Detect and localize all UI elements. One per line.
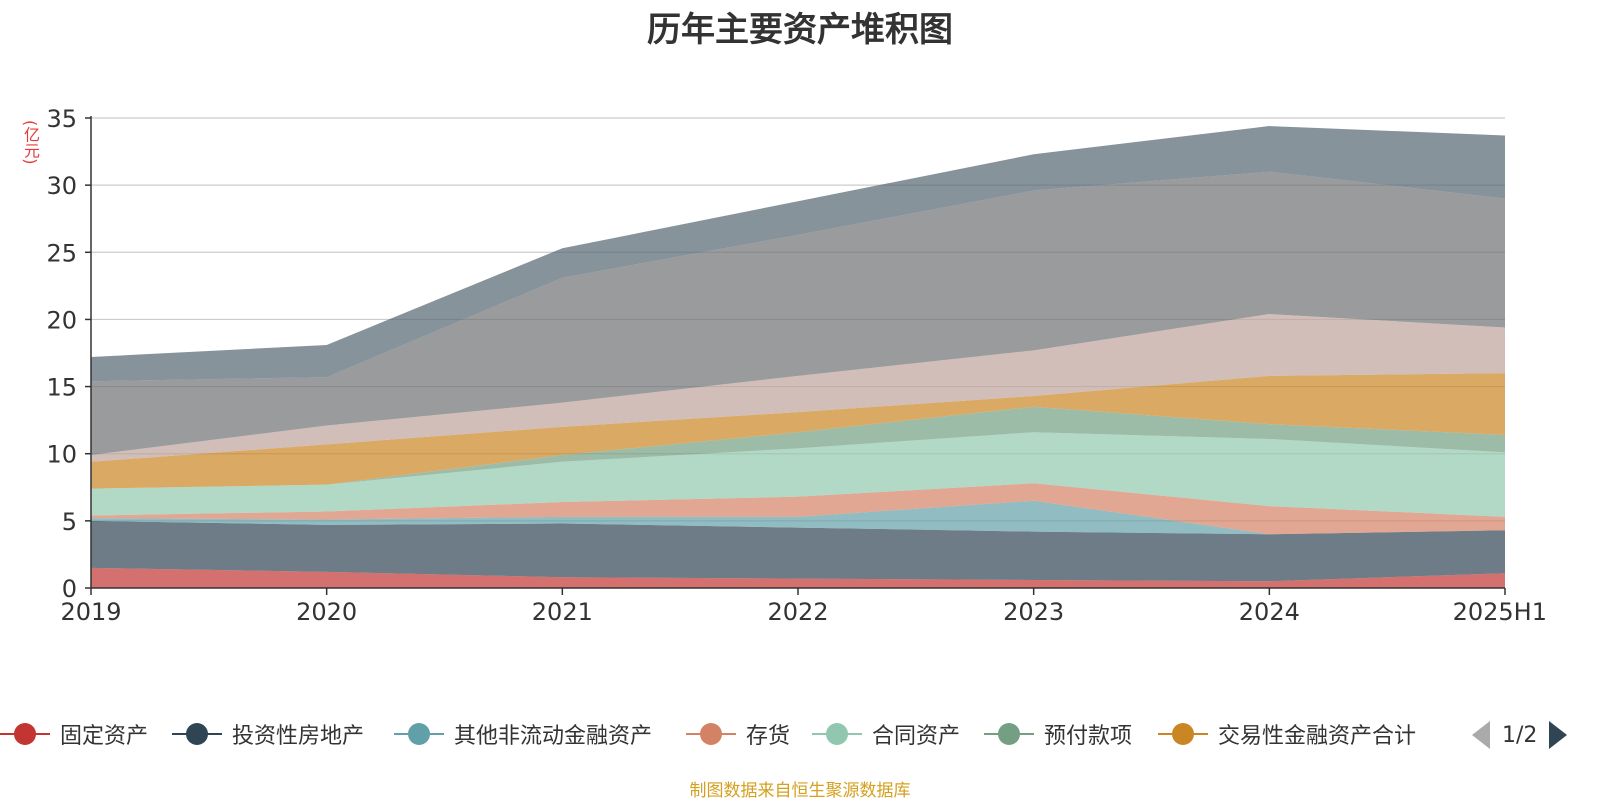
legend-pager: 1/2	[1472, 720, 1568, 750]
area-series-3	[91, 483, 1505, 535]
x-tick-label: 2019	[60, 598, 121, 626]
area-series-9	[91, 126, 1505, 382]
area-series-1	[91, 520, 1505, 582]
legend-label: 合同资产	[872, 724, 961, 749]
area-series-0	[91, 567, 1505, 588]
legend-item[interactable]: 其他非流动金融资产	[394, 716, 652, 752]
y-tick-label: 10	[46, 441, 77, 469]
legend-next-icon[interactable]	[1549, 721, 1568, 749]
legend-label: 预付款项	[1044, 724, 1133, 749]
legend-marker-icon	[394, 716, 444, 752]
y-tick-label: 15	[46, 374, 77, 402]
legend-label: 其他非流动金融资产	[454, 724, 653, 749]
y-tick-label: 35	[46, 105, 77, 133]
area-series-5	[91, 406, 1505, 489]
data-source-note: 制图数据来自恒生聚源数据库	[689, 781, 911, 801]
x-tick-label: 2022	[767, 598, 828, 626]
y-tick-label: 25	[46, 239, 77, 267]
area-series-8	[91, 171, 1505, 456]
area-series-4	[91, 432, 1505, 517]
area-series-7	[91, 314, 1505, 462]
y-axis-unit-label: (亿元)	[21, 120, 40, 165]
legend-item[interactable]: 合同资产	[812, 716, 960, 752]
legend-page-indicator: 1/2	[1502, 722, 1538, 748]
legend-label: 固定资产	[60, 724, 149, 749]
legend-marker-icon	[984, 716, 1034, 752]
legend-label: 存货	[746, 724, 791, 749]
area-series-6	[91, 373, 1505, 489]
y-tick-label: 5	[62, 508, 77, 536]
x-tick-label: 2025H1	[1453, 598, 1547, 626]
legend-marker-icon	[172, 716, 222, 752]
legend-label: 交易性金融资产合计	[1218, 724, 1417, 749]
legend-label: 投资性房地产	[232, 724, 365, 749]
x-tick-label: 2024	[1239, 598, 1300, 626]
chart-legend: 固定资产 投资性房地产 其他非流动金融资产 存货 合同资产 预付款项 交易性金融资产合计	[0, 716, 1600, 756]
y-tick-label: 30	[46, 172, 77, 200]
legend-marker-icon	[686, 716, 736, 752]
x-tick-label: 2023	[1003, 598, 1064, 626]
legend-marker-icon	[812, 716, 862, 752]
legend-marker-icon	[1158, 716, 1208, 752]
stacked-area-chart: 0 5 10 15 20 25 30 35 2019 2020 2021 2022 2023 2024 20…	[46, 105, 1547, 626]
legend-item[interactable]: 投资性房地产	[172, 716, 364, 752]
legend-item[interactable]: 预付款项	[984, 716, 1132, 752]
chart-title: 历年主要资产堆积图	[647, 10, 953, 50]
y-tick-label: 0	[62, 575, 77, 603]
area-series-2	[91, 500, 1505, 535]
y-tick-label: 20	[46, 306, 77, 334]
legend-item[interactable]: 固定资产	[0, 716, 148, 752]
x-tick-label: 2020	[296, 598, 357, 626]
legend-marker-icon	[0, 716, 50, 752]
legend-prev-icon[interactable]	[1472, 721, 1490, 749]
legend-item[interactable]: 存货	[686, 716, 790, 752]
x-tick-label: 2021	[532, 598, 593, 626]
legend-item[interactable]: 交易性金融资产合计	[1158, 716, 1416, 752]
